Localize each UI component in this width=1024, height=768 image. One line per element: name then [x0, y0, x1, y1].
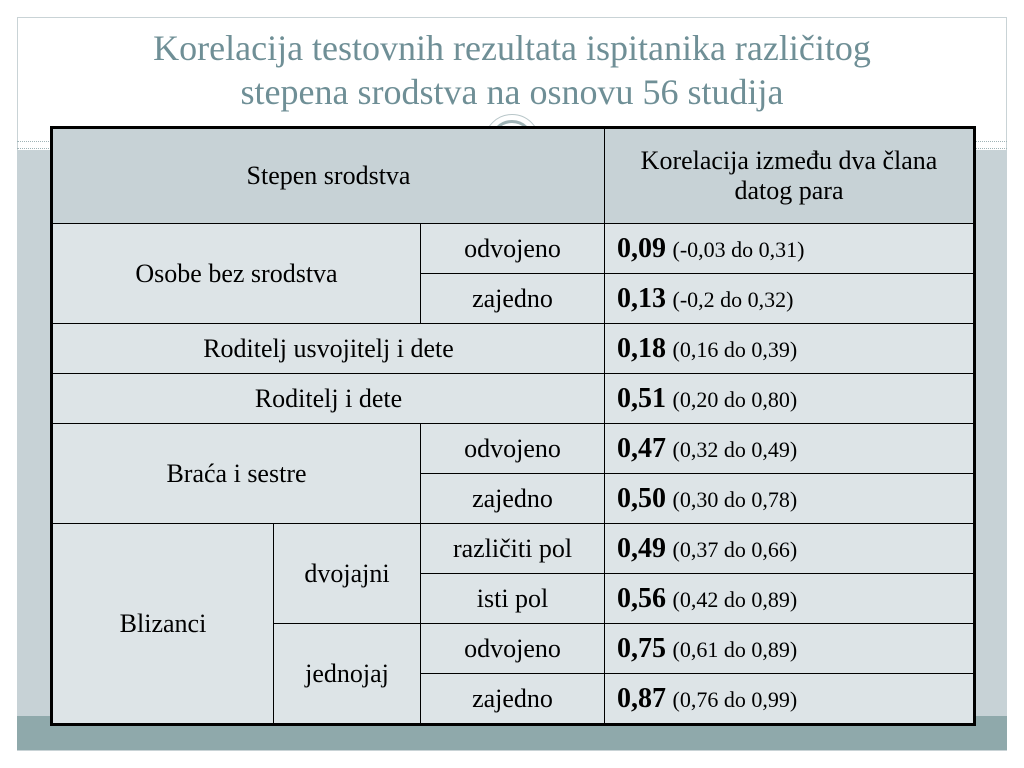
correlation-cell: 0,75 (0,61 do 0,89): [604, 623, 976, 674]
subgroup-cell: odvojeno: [419, 623, 606, 674]
confidence-range: (0,30 do 0,78): [672, 486, 798, 512]
correlation-value: 0,75: [617, 632, 667, 664]
confidence-range: (0,37 do 0,66): [672, 536, 798, 562]
correlation-cell: 0,09 (-0,03 do 0,31): [604, 223, 976, 274]
subgroup-cell: zajedno: [419, 673, 606, 725]
table-row: Osobe bez srodstva odvojeno 0,09 (-0,03 …: [51, 223, 976, 324]
table-header-row: Stepen srodstva Korelacija između dva čl…: [50, 127, 976, 224]
table-row: jednojaj odvojeno 0,75 (0,61 do 0,89): [52, 623, 976, 725]
subgroup-cell: odvojeno: [419, 423, 606, 474]
title-line-1: Korelacija testovnih rezultata ispitanik…: [153, 28, 871, 68]
twins-dizygotic: dvojajni: [273, 523, 421, 624]
group-unrelated: Osobe bez srodstva: [51, 223, 421, 324]
group-adoptive-parent: Roditelj usvojitelj i dete: [50, 323, 606, 374]
correlation-cell: 0,18 (0,16 do 0,39): [604, 323, 976, 374]
confidence-range: (0,20 do 0,80): [672, 386, 798, 412]
twins-monozygotic: jednojaj: [273, 623, 421, 725]
confidence-range: (0,32 do 0,49): [672, 436, 798, 462]
subgroup-cell: zajedno: [419, 273, 606, 324]
title-line-2: stepena srodstva na osnovu 56 studija: [240, 72, 784, 112]
table-row: Braća i sestre odvojeno 0,47 (0,32 do 0,…: [51, 423, 976, 524]
correlation-cell: 0,13 (-0,2 do 0,32): [604, 273, 976, 324]
correlation-value: 0,18: [617, 332, 667, 364]
correlation-value: 0,50: [617, 482, 667, 514]
confidence-range: (-0,03 do 0,31): [672, 236, 805, 262]
correlation-value: 0,13: [617, 282, 667, 314]
subgroup-cell: isti pol: [419, 573, 606, 624]
correlation-value: 0,47: [617, 432, 667, 464]
table-row: Roditelj i dete 0,51 (0,20 do 0,80): [50, 373, 976, 424]
subgroup-cell: zajedno: [419, 473, 606, 524]
table-row: Roditelj usvojitelj i dete 0,18 (0,16 do…: [50, 323, 976, 374]
correlation-value: 0,56: [617, 582, 667, 614]
correlation-value: 0,09: [617, 232, 667, 264]
correlation-table: Stepen srodstva Korelacija između dva čl…: [50, 126, 977, 726]
confidence-range: (-0,2 do 0,32): [672, 286, 794, 312]
correlation-cell: 0,49 (0,37 do 0,66): [604, 523, 976, 574]
confidence-range: (0,16 do 0,39): [672, 336, 798, 362]
confidence-range: (0,61 do 0,89): [672, 636, 798, 662]
table-row: zajedno 0,50 (0,30 do 0,78): [52, 473, 976, 524]
table-row: Blizanci dvojajni različiti pol 0,49 (0,…: [51, 523, 976, 725]
header-kinship: Stepen srodstva: [50, 127, 606, 224]
correlation-cell: 0,47 (0,32 do 0,49): [604, 423, 976, 474]
group-siblings: Braća i sestre: [51, 423, 421, 524]
correlation-cell: 0,87 (0,76 do 0,99): [604, 673, 976, 725]
correlation-value: 0,51: [617, 382, 667, 414]
correlation-cell: 0,51 (0,20 do 0,80): [604, 373, 976, 424]
header-correlation: Korelacija između dva člana datog para: [604, 127, 976, 224]
correlation-value: 0,87: [617, 682, 667, 714]
group-parent-child: Roditelj i dete: [50, 373, 606, 424]
group-twins: Blizanci: [51, 523, 274, 725]
confidence-range: (0,42 do 0,89): [672, 586, 798, 612]
subgroup-cell: različiti pol: [419, 523, 606, 574]
subgroup-cell: odvojeno: [419, 223, 606, 274]
table-row: zajedno 0,87 (0,76 do 0,99): [52, 673, 976, 725]
correlation-cell: 0,50 (0,30 do 0,78): [604, 473, 976, 524]
table-row: isti pol 0,56 (0,42 do 0,89): [52, 573, 976, 624]
correlation-value: 0,49: [617, 532, 667, 564]
confidence-range: (0,76 do 0,99): [672, 686, 798, 712]
table-row: zajedno 0,13 (-0,2 do 0,32): [52, 273, 976, 324]
slide-title: Korelacija testovnih rezultata ispitanik…: [40, 26, 984, 114]
correlation-cell: 0,56 (0,42 do 0,89): [604, 573, 976, 624]
